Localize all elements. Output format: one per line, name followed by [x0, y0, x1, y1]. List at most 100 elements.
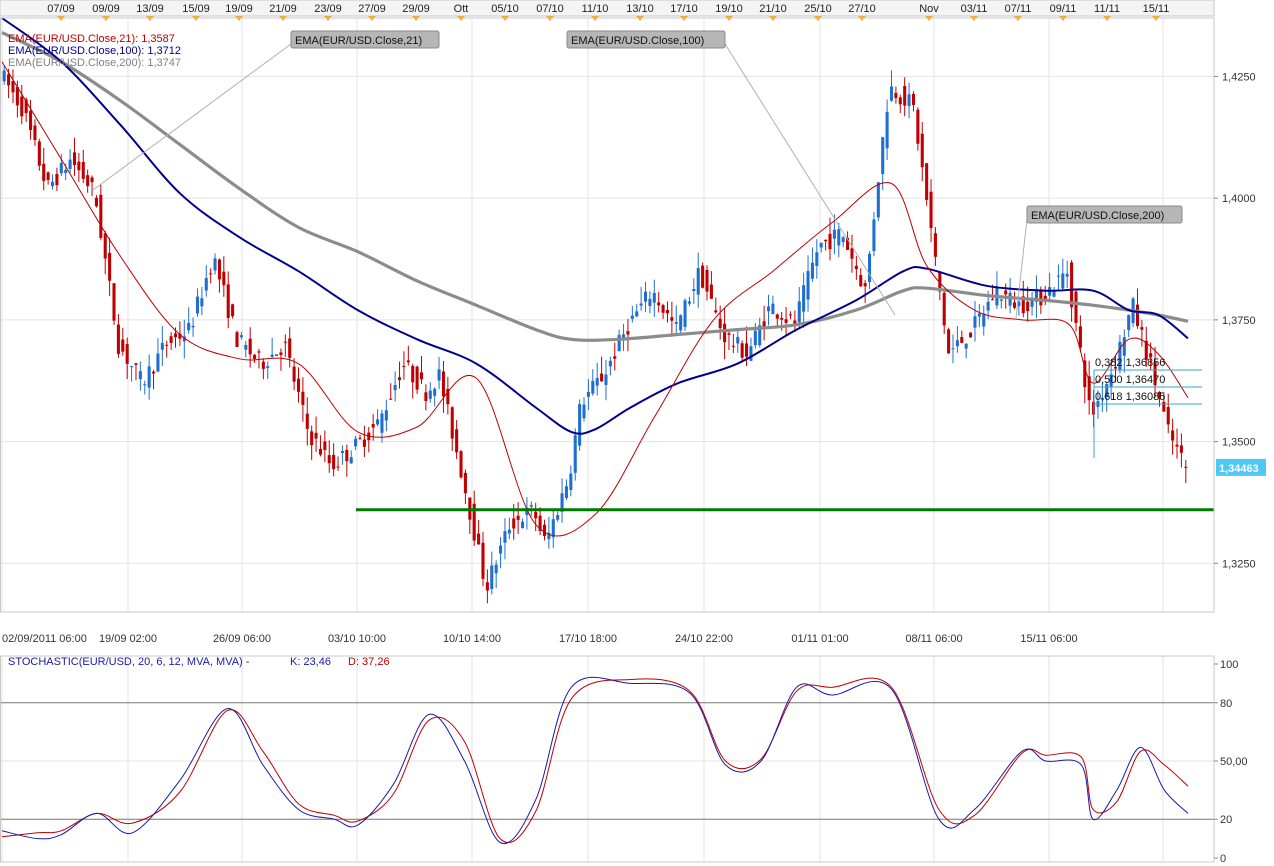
- candle-body: [556, 515, 560, 520]
- candle-body: [1070, 262, 1074, 308]
- candle-body: [692, 289, 696, 291]
- top-date-label: 07/09: [47, 3, 75, 15]
- candle-body: [551, 519, 555, 538]
- candle-body: [520, 521, 525, 529]
- top-date-label: 25/10: [804, 3, 832, 15]
- candle-body: [661, 305, 665, 313]
- candle-body: [1030, 298, 1034, 307]
- candle-body: [977, 313, 981, 317]
- candle-body: [318, 448, 323, 455]
- price-tick-label: 1,3250: [1222, 558, 1256, 570]
- candle-body: [828, 233, 832, 250]
- top-strip: [0, 0, 1215, 17]
- candle-body: [569, 473, 573, 490]
- candle-body: [731, 345, 735, 347]
- candle-body: [481, 542, 485, 579]
- candle-body: [239, 335, 243, 338]
- price-panel: 0,382 1,36856 0,500 1,36470 0,618 1,36085 E…: [1, 17, 1214, 604]
- candle-body: [292, 366, 296, 382]
- ema21-callout-box: [290, 30, 440, 49]
- candle-body: [771, 303, 775, 315]
- top-date-label: 07/11: [1005, 3, 1032, 15]
- candle-body: [428, 390, 432, 399]
- candle-body: [156, 353, 160, 372]
- candle-body: [696, 268, 700, 295]
- ema200-callout-text: EMA(EUR/USD.Close,200): [1031, 210, 1164, 222]
- ema200-line: [1, 31, 1189, 342]
- candle-body: [1012, 302, 1017, 308]
- candle-body: [108, 252, 112, 281]
- candle-body: [138, 371, 142, 380]
- candle-body: [1109, 374, 1113, 388]
- candle-body: [758, 325, 762, 346]
- candle-body: [841, 237, 845, 243]
- candle-body: [911, 93, 916, 105]
- candle-body: [990, 299, 995, 301]
- candle-body: [77, 161, 81, 171]
- candle-body: [288, 338, 292, 358]
- candle-body: [578, 404, 582, 446]
- stoch-tick-label: 100: [1220, 659, 1238, 671]
- candle-body: [81, 161, 85, 179]
- candle-body: [261, 361, 265, 369]
- time-axis-label: 17/10 18:00: [559, 633, 617, 645]
- legend-entry: EMA(EUR/USD.Close,21): 1,3587: [8, 33, 175, 45]
- candle-body: [863, 283, 867, 287]
- candle-body: [362, 439, 366, 447]
- time-axis-label: 26/09 06:00: [213, 633, 271, 645]
- top-date-label: 07/10: [536, 3, 564, 15]
- candle-body: [1065, 273, 1069, 277]
- top-date-label: 15/09: [182, 3, 210, 15]
- candle-body: [780, 318, 784, 320]
- candle-body: [630, 315, 634, 319]
- price-tick-label: 1,4000: [1222, 193, 1256, 205]
- candle-body: [806, 271, 810, 300]
- candle-body: [503, 531, 507, 543]
- stoch-title: STOCHASTIC(EUR/USD, 20, 6, 12, MVA, MVA)…: [8, 656, 250, 668]
- top-date-label: 13/09: [136, 3, 164, 15]
- candle-body: [323, 441, 327, 450]
- candle-body: [393, 384, 397, 391]
- time-axis-label: 08/11 06:00: [905, 633, 962, 645]
- candle-body: [626, 331, 630, 335]
- stoch-panel-frame: [0, 655, 1215, 863]
- candle-body: [920, 133, 924, 168]
- candle-body: [982, 313, 986, 327]
- candle-body: [231, 304, 235, 317]
- candle-body: [1118, 341, 1122, 371]
- candle-body: [1004, 290, 1008, 295]
- candle-body: [72, 152, 77, 166]
- candle-body: [191, 325, 195, 328]
- candle-body: [859, 275, 863, 287]
- axes: 1,4250 1,4000 1,3750 1,3500 1,3250 02/09/2011…: [0, 17, 1266, 865]
- top-date-label: 23/09: [314, 3, 342, 15]
- top-date-label: 21/10: [759, 3, 787, 15]
- candle-body: [182, 336, 186, 342]
- candle-body: [938, 271, 942, 292]
- candle-body: [538, 515, 542, 531]
- candle-body: [283, 341, 287, 343]
- price-panel-frame: [0, 17, 1215, 613]
- candle-body: [986, 301, 990, 311]
- candle-body: [889, 86, 894, 101]
- candle-body: [560, 493, 564, 512]
- candle-body: [947, 329, 951, 354]
- ema21-callout-pointer: [92, 43, 292, 191]
- candle-body: [134, 363, 138, 365]
- ema21-callout-text: EMA(EUR/USD.Close,21): [295, 35, 422, 47]
- candle-body: [20, 96, 24, 117]
- ema200-callout-pointer: [1015, 218, 1028, 319]
- candle-body: [226, 284, 230, 318]
- candle-body: [266, 366, 270, 368]
- stoch-k-value: K: 23,46: [290, 656, 331, 668]
- candle-body: [15, 87, 19, 106]
- current-price-tag: [1216, 458, 1266, 476]
- candle-body: [160, 342, 164, 350]
- candle-body: [885, 111, 889, 149]
- candle-body: [1100, 397, 1104, 400]
- candle-body: [1153, 362, 1157, 386]
- candle-body: [797, 301, 801, 323]
- candle-body: [999, 299, 1003, 301]
- candle-body: [463, 472, 467, 494]
- candle-body: [788, 314, 793, 316]
